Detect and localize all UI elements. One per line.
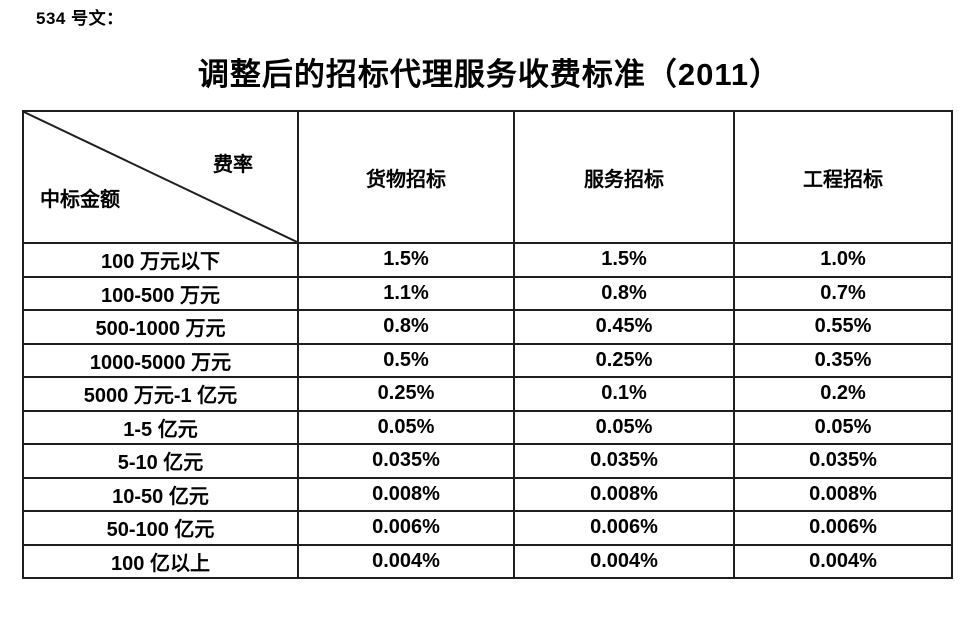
table-row: 500-1000 万元 0.8% 0.45% 0.55%	[22, 309, 953, 345]
table-row: 10-50 亿元 0.008% 0.008% 0.008%	[22, 476, 953, 512]
rate-cell: 1.5%	[513, 242, 735, 278]
amount-cell: 500-1000 万元	[22, 309, 299, 345]
corner-header-cell: 费率 中标金额	[22, 110, 299, 244]
rate-cell: 1.5%	[297, 242, 515, 278]
rate-cell: 0.5%	[297, 342, 515, 378]
rate-cell: 0.7%	[733, 275, 953, 311]
rate-cell: 0.006%	[297, 510, 515, 546]
fee-rate-table: 费率 中标金额 货物招标 服务招标 工程招标 100 万元以下 1.5% 1.5…	[22, 110, 953, 579]
corner-fee-rate-label: 费率	[213, 154, 253, 176]
amount-cell: 100 万元以下	[22, 242, 299, 278]
table-row: 1000-5000 万元 0.5% 0.25% 0.35%	[22, 342, 953, 378]
amount-cell: 100 亿以上	[22, 543, 299, 579]
table-row: 100 万元以下 1.5% 1.5% 1.0%	[22, 242, 953, 278]
column-header-services: 服务招标	[513, 110, 735, 244]
table-header: 费率 中标金额 货物招标 服务招标 工程招标	[22, 110, 953, 244]
rate-cell: 0.006%	[513, 510, 735, 546]
rate-cell: 0.035%	[733, 443, 953, 479]
diagonal-divider-line	[25, 113, 296, 241]
amount-cell: 1-5 亿元	[22, 409, 299, 445]
rate-cell: 0.035%	[297, 443, 515, 479]
rate-cell: 0.004%	[733, 543, 953, 579]
rate-cell: 0.25%	[297, 376, 515, 412]
rate-cell: 0.1%	[513, 376, 735, 412]
rate-cell: 1.1%	[297, 275, 515, 311]
amount-cell: 5000 万元-1 亿元	[22, 376, 299, 412]
amount-cell: 5-10 亿元	[22, 443, 299, 479]
rate-cell: 0.05%	[733, 409, 953, 445]
rate-cell: 0.25%	[513, 342, 735, 378]
rate-cell: 0.008%	[733, 476, 953, 512]
column-header-engineering: 工程招标	[733, 110, 953, 244]
rate-cell: 0.8%	[513, 275, 735, 311]
rate-cell: 0.008%	[297, 476, 515, 512]
header-row: 费率 中标金额 货物招标 服务招标 工程招标	[22, 110, 953, 244]
corner-amount-label: 中标金额	[40, 189, 120, 211]
rate-cell: 0.008%	[513, 476, 735, 512]
table-body: 100 万元以下 1.5% 1.5% 1.0% 100-500 万元 1.1% …	[22, 242, 953, 579]
rate-cell: 0.05%	[297, 409, 515, 445]
rate-cell: 0.006%	[733, 510, 953, 546]
rate-cell: 0.035%	[513, 443, 735, 479]
rate-cell: 0.004%	[513, 543, 735, 579]
table-row: 5-10 亿元 0.035% 0.035% 0.035%	[22, 443, 953, 479]
rate-cell: 1.0%	[733, 242, 953, 278]
table-row: 50-100 亿元 0.006% 0.006% 0.006%	[22, 510, 953, 546]
amount-cell: 10-50 亿元	[22, 476, 299, 512]
amount-cell: 1000-5000 万元	[22, 342, 299, 378]
rate-cell: 0.45%	[513, 309, 735, 345]
rate-cell: 0.2%	[733, 376, 953, 412]
page-title: 调整后的招标代理服务收费标准（2011）	[197, 57, 782, 92]
doc-number: 534 号文：	[36, 9, 124, 28]
rate-cell: 0.35%	[733, 342, 953, 378]
table-row: 1-5 亿元 0.05% 0.05% 0.05%	[22, 409, 953, 445]
rate-cell: 0.55%	[733, 309, 953, 345]
amount-cell: 50-100 亿元	[22, 510, 299, 546]
table-row: 100-500 万元 1.1% 0.8% 0.7%	[22, 275, 953, 311]
rate-cell: 0.05%	[513, 409, 735, 445]
amount-cell: 100-500 万元	[22, 275, 299, 311]
rate-cell: 0.004%	[297, 543, 515, 579]
column-header-goods: 货物招标	[297, 110, 515, 244]
rate-cell: 0.8%	[297, 309, 515, 345]
table-row: 5000 万元-1 亿元 0.25% 0.1% 0.2%	[22, 376, 953, 412]
table-row: 100 亿以上 0.004% 0.004% 0.004%	[22, 543, 953, 579]
